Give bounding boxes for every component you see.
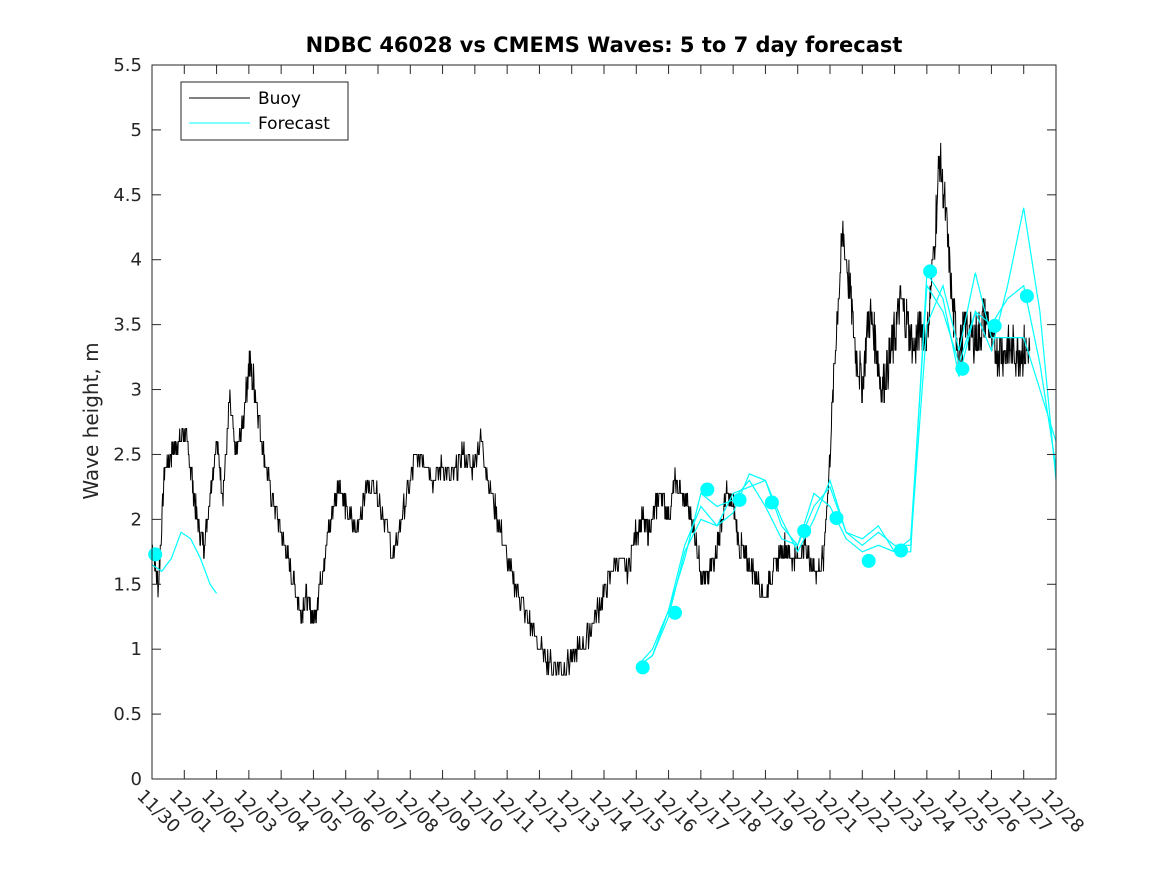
forecast-marker xyxy=(829,511,844,526)
y-axis-label: Wave height, m xyxy=(79,342,103,499)
forecast-marker xyxy=(668,605,682,620)
forecast-marker xyxy=(923,264,938,279)
forecast-marker xyxy=(1019,289,1034,304)
forecast-marker xyxy=(635,660,650,675)
series-forecast-line xyxy=(151,531,218,594)
forecast-marker xyxy=(955,361,970,376)
forecast-marker xyxy=(148,547,163,562)
y-tick-label: 3.5 xyxy=(113,315,142,336)
legend: Buoy Forecast xyxy=(180,81,349,141)
forecast-marker xyxy=(764,495,779,510)
forecast-marker xyxy=(700,482,715,497)
y-tick-label: 2 xyxy=(131,509,142,530)
y-tick-label: 5.5 xyxy=(113,55,142,76)
legend-label-forecast: Forecast xyxy=(258,114,330,134)
y-tick-label: 0.5 xyxy=(113,704,142,725)
y-tick-label: 4 xyxy=(131,250,142,271)
series-forecast-run-3 xyxy=(635,283,1057,668)
legend-box xyxy=(180,81,349,141)
y-tick-label: 3 xyxy=(131,380,142,401)
y-tick-label: 2.5 xyxy=(113,444,142,465)
forecast-marker xyxy=(987,318,1002,333)
series-forecast-run-1 xyxy=(635,207,1057,668)
forecast-marker xyxy=(732,492,747,507)
axes-box xyxy=(151,64,1057,780)
y-tick-label: 5 xyxy=(131,120,142,141)
y-tick-label: 0 xyxy=(131,769,142,790)
plot-area xyxy=(148,142,1057,676)
y-tick-label: 4.5 xyxy=(113,185,142,206)
forecast-marker xyxy=(797,524,812,538)
y-tick-label: 1.5 xyxy=(113,574,142,595)
legend-label-buoy: Buoy xyxy=(258,89,301,109)
axis-ticks: 00.511.522.533.544.555.511/3012/0112/021… xyxy=(113,55,1088,837)
series-buoy-line xyxy=(152,142,1031,676)
chart-title: NDBC 46028 vs CMEMS Waves: 5 to 7 day fo… xyxy=(306,33,903,57)
forecast-marker xyxy=(861,553,876,568)
y-tick-label: 1 xyxy=(131,639,142,660)
forecast-marker xyxy=(894,543,908,558)
series-forecast-run-2 xyxy=(635,272,1057,668)
